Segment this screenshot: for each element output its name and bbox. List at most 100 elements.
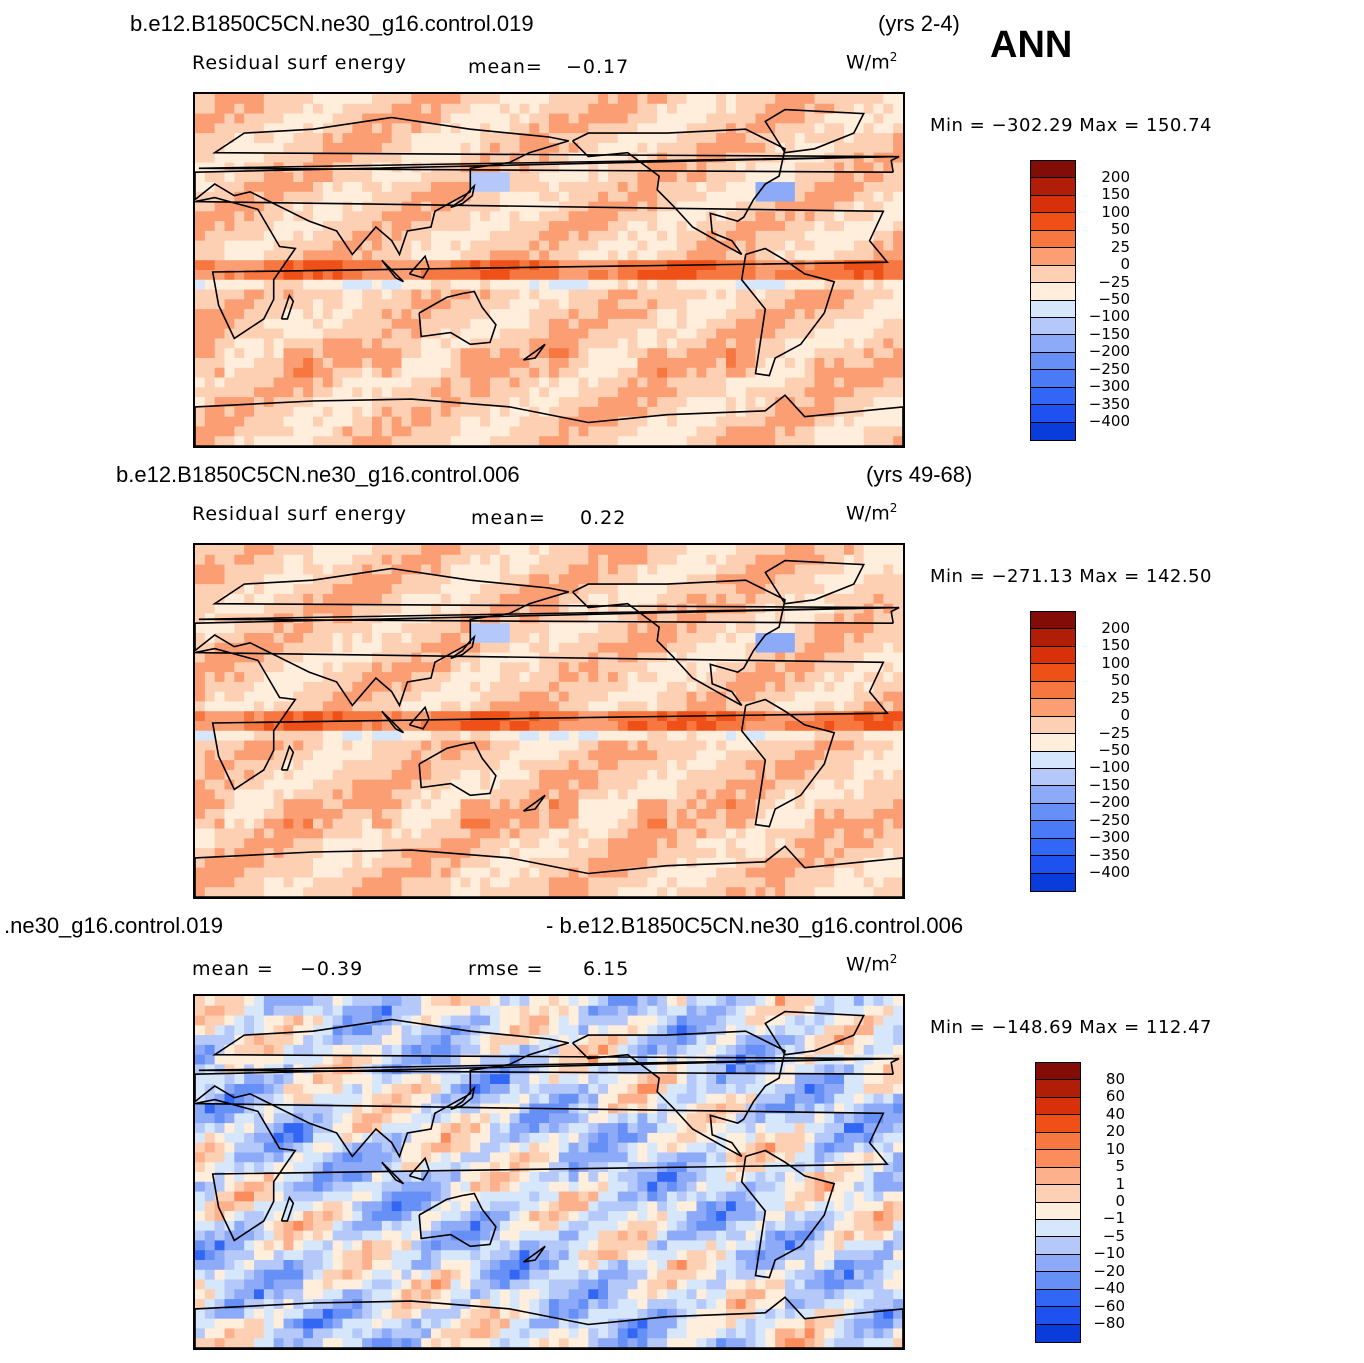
field-cell: [686, 662, 698, 673]
field-cell: [519, 760, 530, 771]
field-cell: [332, 750, 344, 761]
field-cell: [794, 545, 806, 556]
field-cell: [401, 769, 412, 781]
field-cell: [224, 584, 235, 595]
field-cell: [529, 221, 540, 232]
field-cell: [352, 799, 363, 810]
field-cell: [549, 191, 560, 203]
panel2-units: W/m2: [846, 501, 898, 525]
field-cell: [883, 250, 894, 261]
field-cell: [480, 152, 491, 164]
field-cell: [735, 201, 747, 212]
field-cell: [647, 397, 658, 408]
field-cell: [726, 201, 737, 212]
field-cell: [303, 250, 314, 261]
field-cell: [804, 691, 816, 703]
field-cell: [804, 613, 816, 624]
field-cell: [254, 240, 265, 252]
field-cell: [775, 299, 786, 310]
field-cell: [853, 740, 865, 751]
field-cell: [765, 545, 776, 556]
field-cell: [647, 554, 658, 566]
field-cell: [647, 172, 658, 183]
field-cell: [322, 318, 334, 330]
field-cell: [509, 162, 521, 173]
field-cell: [263, 103, 275, 115]
field-cell: [883, 545, 894, 556]
field-cell: [401, 809, 412, 820]
field-cell: [381, 358, 393, 369]
field-cell: [637, 397, 648, 408]
field-cell: [381, 691, 393, 703]
field-cell: [657, 642, 668, 654]
field-cell: [214, 672, 226, 683]
field-cell: [263, 564, 275, 575]
field-cell: [234, 436, 245, 446]
field-cell: [519, 701, 530, 712]
field-cell: [303, 270, 314, 281]
field-cell: [686, 230, 698, 242]
field-cell: [421, 554, 432, 566]
field-cell: [598, 299, 609, 310]
field-cell: [676, 416, 688, 428]
field-cell: [224, 250, 235, 261]
field-cell: [755, 406, 766, 418]
field-cell: [588, 799, 599, 810]
field-cell: [853, 545, 865, 556]
field-cell: [254, 584, 265, 595]
field-cell: [431, 191, 442, 203]
field-cell: [804, 416, 816, 428]
field-cell: [735, 750, 747, 761]
field-cell: [824, 613, 835, 624]
field-cell: [706, 740, 717, 751]
field-cell: [578, 662, 589, 673]
field-cell: [726, 377, 737, 388]
field-cell: [834, 348, 845, 359]
field-cell: [254, 142, 265, 154]
field-cell: [372, 711, 383, 722]
field-cell: [283, 387, 294, 398]
field-cell: [273, 799, 285, 810]
field-cell: [647, 779, 658, 791]
field-cell: [519, 750, 530, 761]
field-cell: [755, 397, 766, 408]
field-cell: [332, 162, 344, 173]
field-cell: [558, 348, 570, 359]
field-cell: [824, 681, 835, 693]
field-cell: [667, 593, 678, 605]
field-cell: [244, 633, 255, 644]
field-cell: [794, 809, 806, 820]
field-cell: [716, 328, 727, 340]
field-cell: [254, 809, 265, 820]
field-cell: [834, 769, 845, 781]
field-cell: [440, 574, 452, 585]
field-cell: [745, 250, 757, 261]
field-cell: [657, 191, 668, 203]
field-cell: [342, 603, 353, 615]
field-cell: [381, 103, 393, 115]
field-cell: [391, 681, 403, 693]
field-cell: [667, 318, 678, 330]
field-cell: [263, 769, 275, 781]
field-cell: [794, 191, 806, 203]
field-cell: [322, 113, 334, 124]
field-cell: [863, 270, 875, 281]
field-cell: [814, 426, 825, 437]
field-cell: [529, 133, 540, 144]
field-cell: [372, 221, 383, 232]
field-cell: [794, 750, 806, 761]
field-cell: [450, 436, 462, 446]
field-cell: [342, 94, 353, 105]
field-cell: [549, 613, 560, 624]
field-cell: [214, 769, 226, 781]
field-cell: [588, 721, 599, 732]
field-cell: [490, 642, 501, 654]
field-cell: [362, 142, 373, 154]
field-cell: [794, 564, 806, 575]
field-cell: [372, 426, 383, 437]
field-cell: [627, 230, 639, 242]
field-cell: [598, 406, 609, 418]
field-cell: [254, 818, 265, 830]
field-cell: [873, 750, 884, 761]
field-cell: [578, 681, 589, 693]
